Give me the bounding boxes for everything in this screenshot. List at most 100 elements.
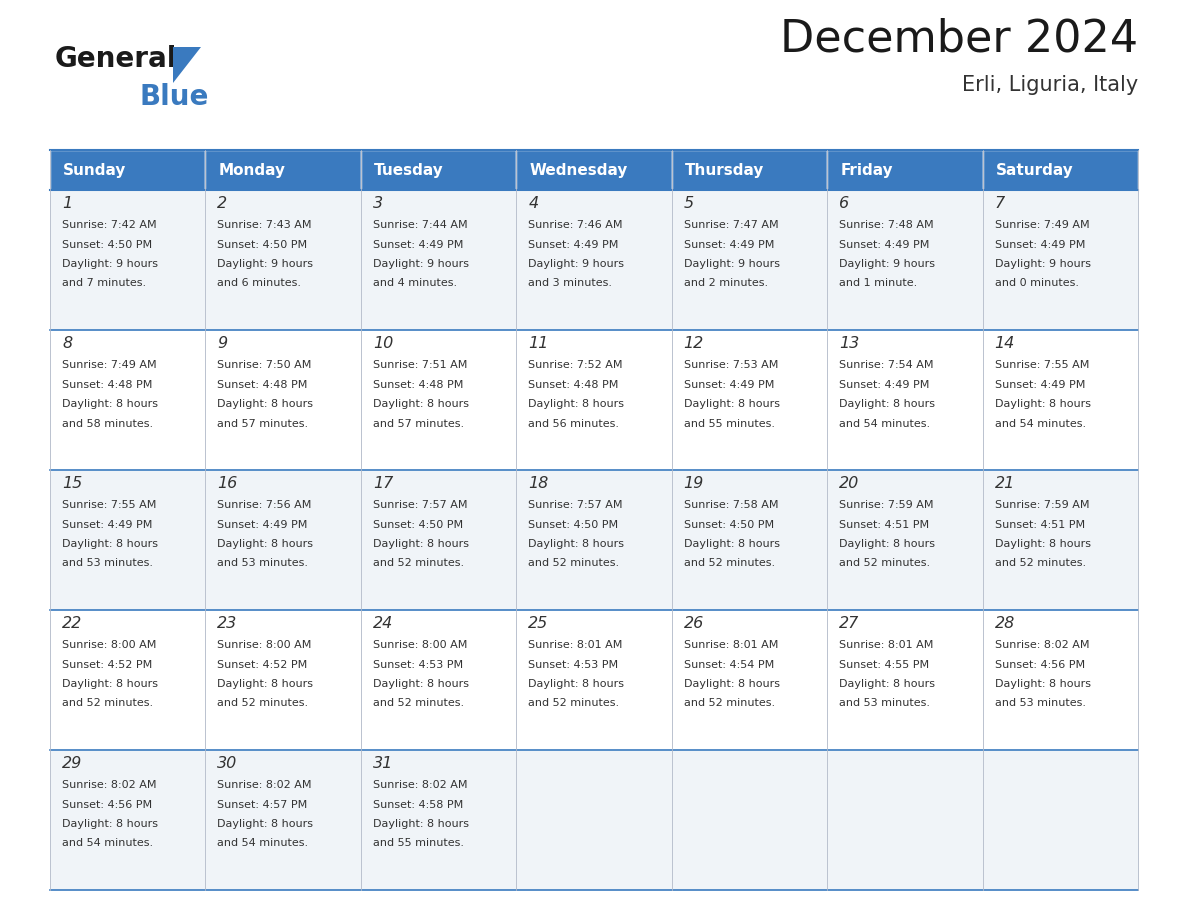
Text: Daylight: 8 hours: Daylight: 8 hours bbox=[373, 819, 469, 829]
Text: and 53 minutes.: and 53 minutes. bbox=[839, 699, 930, 709]
Text: 20: 20 bbox=[839, 476, 859, 491]
Text: Daylight: 9 hours: Daylight: 9 hours bbox=[529, 259, 624, 269]
Text: Wednesday: Wednesday bbox=[530, 162, 627, 177]
Bar bbox=[982, 610, 1138, 750]
Text: Sunrise: 8:01 AM: Sunrise: 8:01 AM bbox=[529, 640, 623, 650]
Text: Thursday: Thursday bbox=[684, 162, 764, 177]
Text: and 7 minutes.: and 7 minutes. bbox=[62, 278, 146, 288]
Text: Sunset: 4:49 PM: Sunset: 4:49 PM bbox=[839, 240, 929, 250]
Text: and 52 minutes.: and 52 minutes. bbox=[529, 699, 619, 709]
Text: and 54 minutes.: and 54 minutes. bbox=[839, 419, 930, 429]
Text: 22: 22 bbox=[62, 616, 82, 631]
Bar bbox=[50, 470, 206, 610]
Bar bbox=[827, 190, 982, 330]
Bar bbox=[361, 610, 517, 750]
Text: Sunset: 4:49 PM: Sunset: 4:49 PM bbox=[994, 379, 1085, 389]
Bar bbox=[827, 330, 982, 470]
Text: Sunrise: 7:47 AM: Sunrise: 7:47 AM bbox=[684, 220, 778, 230]
Text: 5: 5 bbox=[684, 196, 694, 211]
Text: and 52 minutes.: and 52 minutes. bbox=[839, 558, 930, 568]
Bar bbox=[361, 190, 517, 330]
Text: Sunset: 4:48 PM: Sunset: 4:48 PM bbox=[62, 379, 152, 389]
Text: Sunset: 4:49 PM: Sunset: 4:49 PM bbox=[373, 240, 463, 250]
Bar bbox=[206, 150, 361, 190]
Text: and 52 minutes.: and 52 minutes. bbox=[217, 699, 309, 709]
Text: Sunset: 4:49 PM: Sunset: 4:49 PM bbox=[217, 520, 308, 530]
Text: Daylight: 8 hours: Daylight: 8 hours bbox=[529, 539, 624, 549]
Text: and 52 minutes.: and 52 minutes. bbox=[373, 558, 465, 568]
Text: 28: 28 bbox=[994, 616, 1015, 631]
Text: Sunset: 4:52 PM: Sunset: 4:52 PM bbox=[217, 659, 308, 669]
Text: Sunrise: 8:02 AM: Sunrise: 8:02 AM bbox=[62, 780, 157, 790]
Bar bbox=[206, 750, 361, 890]
Bar bbox=[206, 610, 361, 750]
Bar bbox=[982, 750, 1138, 890]
Text: and 52 minutes.: and 52 minutes. bbox=[62, 699, 153, 709]
Text: Sunrise: 7:55 AM: Sunrise: 7:55 AM bbox=[994, 360, 1089, 370]
Text: Sunset: 4:50 PM: Sunset: 4:50 PM bbox=[529, 520, 619, 530]
Text: Sunrise: 7:43 AM: Sunrise: 7:43 AM bbox=[217, 220, 312, 230]
Text: Daylight: 8 hours: Daylight: 8 hours bbox=[62, 399, 158, 409]
Text: and 57 minutes.: and 57 minutes. bbox=[217, 419, 309, 429]
Text: and 54 minutes.: and 54 minutes. bbox=[62, 838, 153, 848]
Text: Sunset: 4:49 PM: Sunset: 4:49 PM bbox=[839, 379, 929, 389]
Text: Sunrise: 7:52 AM: Sunrise: 7:52 AM bbox=[529, 360, 623, 370]
Text: Sunset: 4:49 PM: Sunset: 4:49 PM bbox=[529, 240, 619, 250]
Text: Sunset: 4:48 PM: Sunset: 4:48 PM bbox=[529, 379, 619, 389]
Bar bbox=[982, 190, 1138, 330]
Bar bbox=[361, 470, 517, 610]
Text: and 56 minutes.: and 56 minutes. bbox=[529, 419, 619, 429]
Text: Sunrise: 7:54 AM: Sunrise: 7:54 AM bbox=[839, 360, 934, 370]
Text: and 6 minutes.: and 6 minutes. bbox=[217, 278, 302, 288]
Bar bbox=[827, 610, 982, 750]
Bar bbox=[671, 610, 827, 750]
Text: Daylight: 8 hours: Daylight: 8 hours bbox=[839, 539, 935, 549]
Text: and 3 minutes.: and 3 minutes. bbox=[529, 278, 612, 288]
Text: and 1 minute.: and 1 minute. bbox=[839, 278, 917, 288]
Text: 6: 6 bbox=[839, 196, 849, 211]
Text: and 4 minutes.: and 4 minutes. bbox=[373, 278, 457, 288]
Bar bbox=[206, 470, 361, 610]
Text: 3: 3 bbox=[373, 196, 383, 211]
Text: Sunrise: 7:46 AM: Sunrise: 7:46 AM bbox=[529, 220, 623, 230]
Text: and 53 minutes.: and 53 minutes. bbox=[62, 558, 153, 568]
Text: 30: 30 bbox=[217, 756, 238, 771]
Text: Sunset: 4:53 PM: Sunset: 4:53 PM bbox=[529, 659, 619, 669]
Text: 26: 26 bbox=[684, 616, 704, 631]
Text: Sunrise: 8:00 AM: Sunrise: 8:00 AM bbox=[62, 640, 157, 650]
Bar bbox=[517, 330, 671, 470]
Text: Sunrise: 7:49 AM: Sunrise: 7:49 AM bbox=[62, 360, 157, 370]
Text: Sunrise: 8:02 AM: Sunrise: 8:02 AM bbox=[994, 640, 1089, 650]
Text: and 53 minutes.: and 53 minutes. bbox=[994, 699, 1086, 709]
Text: Sunrise: 7:49 AM: Sunrise: 7:49 AM bbox=[994, 220, 1089, 230]
Text: Daylight: 8 hours: Daylight: 8 hours bbox=[529, 399, 624, 409]
Text: Sunrise: 8:02 AM: Sunrise: 8:02 AM bbox=[373, 780, 467, 790]
Text: 11: 11 bbox=[529, 336, 549, 351]
Text: Daylight: 8 hours: Daylight: 8 hours bbox=[839, 679, 935, 689]
Text: Sunrise: 8:00 AM: Sunrise: 8:00 AM bbox=[373, 640, 467, 650]
Bar bbox=[982, 150, 1138, 190]
Text: Daylight: 9 hours: Daylight: 9 hours bbox=[684, 259, 779, 269]
Text: Sunset: 4:48 PM: Sunset: 4:48 PM bbox=[373, 379, 463, 389]
Text: Sunrise: 7:48 AM: Sunrise: 7:48 AM bbox=[839, 220, 934, 230]
Text: Daylight: 8 hours: Daylight: 8 hours bbox=[684, 399, 779, 409]
Text: 23: 23 bbox=[217, 616, 238, 631]
Text: and 52 minutes.: and 52 minutes. bbox=[684, 699, 775, 709]
Text: and 55 minutes.: and 55 minutes. bbox=[373, 838, 463, 848]
Text: Daylight: 8 hours: Daylight: 8 hours bbox=[373, 679, 469, 689]
Text: Sunrise: 7:57 AM: Sunrise: 7:57 AM bbox=[373, 500, 467, 510]
Text: Daylight: 8 hours: Daylight: 8 hours bbox=[217, 819, 314, 829]
Text: 29: 29 bbox=[62, 756, 82, 771]
Text: 14: 14 bbox=[994, 336, 1015, 351]
Text: 21: 21 bbox=[994, 476, 1015, 491]
Text: 19: 19 bbox=[684, 476, 704, 491]
Text: Tuesday: Tuesday bbox=[374, 162, 443, 177]
Polygon shape bbox=[173, 47, 201, 83]
Text: Sunset: 4:50 PM: Sunset: 4:50 PM bbox=[62, 240, 152, 250]
Text: December 2024: December 2024 bbox=[779, 18, 1138, 61]
Text: Blue: Blue bbox=[140, 83, 209, 111]
Bar bbox=[517, 190, 671, 330]
Text: Daylight: 8 hours: Daylight: 8 hours bbox=[217, 399, 314, 409]
Text: Daylight: 9 hours: Daylight: 9 hours bbox=[994, 259, 1091, 269]
Text: and 52 minutes.: and 52 minutes. bbox=[529, 558, 619, 568]
